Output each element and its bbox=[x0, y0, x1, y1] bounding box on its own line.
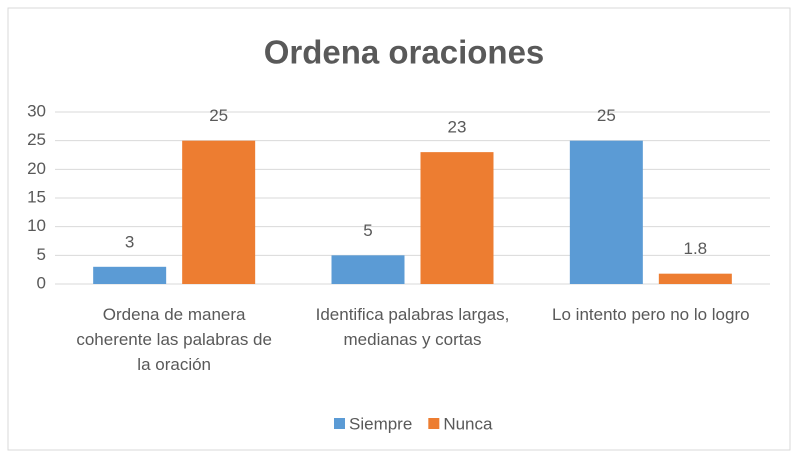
bar bbox=[658, 273, 732, 284]
data-label: 3 bbox=[125, 232, 134, 251]
bar bbox=[93, 266, 167, 284]
data-label: 5 bbox=[363, 221, 372, 240]
y-tick-label: 20 bbox=[27, 159, 46, 178]
bar bbox=[182, 140, 256, 284]
data-label: 1.8 bbox=[684, 239, 708, 258]
x-tick-label: Lo intento pero no lo logro bbox=[552, 305, 750, 324]
legend-swatch bbox=[428, 418, 440, 429]
y-tick-label: 30 bbox=[27, 101, 46, 120]
bar bbox=[420, 152, 494, 284]
y-tick-label: 15 bbox=[27, 187, 46, 206]
x-tick-label: Ordena de manera coherente las palabras … bbox=[76, 305, 272, 374]
y-tick-label: 0 bbox=[37, 273, 46, 292]
y-tick-label: 10 bbox=[27, 216, 46, 235]
bar bbox=[331, 255, 405, 284]
legend-label: Nunca bbox=[443, 414, 493, 433]
chart-border bbox=[7, 7, 791, 451]
legend-label: Siempre bbox=[349, 414, 412, 433]
bar bbox=[569, 140, 643, 284]
legend-swatch bbox=[334, 418, 345, 429]
y-tick-label: 5 bbox=[37, 245, 46, 264]
data-label: 25 bbox=[597, 106, 616, 125]
data-label: 25 bbox=[209, 106, 228, 125]
x-tick-label: Identifica palabras largas, medianas y c… bbox=[315, 305, 510, 349]
data-label: 23 bbox=[448, 118, 467, 137]
chart-title: Ordena oraciones bbox=[264, 34, 545, 71]
y-tick-label: 25 bbox=[27, 130, 46, 149]
